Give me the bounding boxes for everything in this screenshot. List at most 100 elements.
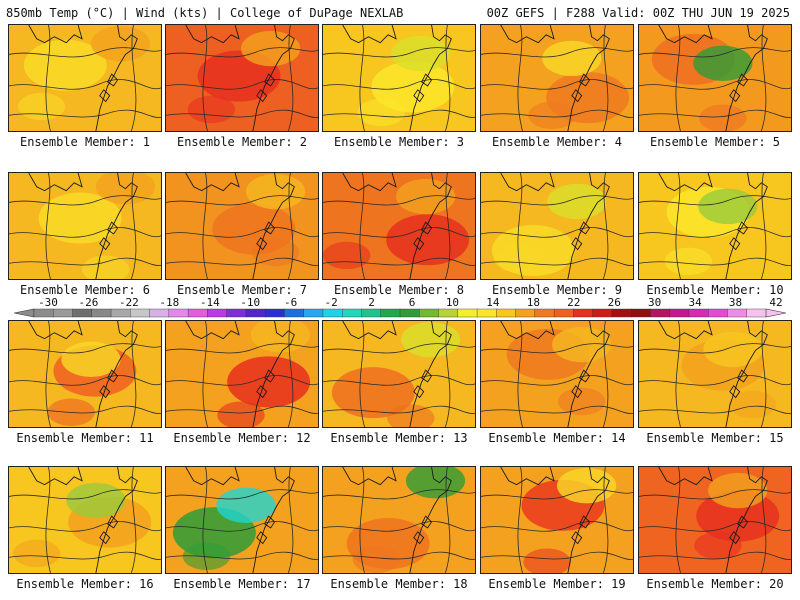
colorbar-segment <box>438 308 459 318</box>
coastline <box>256 73 276 103</box>
height-contour <box>131 25 137 131</box>
height-contour <box>323 343 475 354</box>
temperature-blob <box>357 98 405 127</box>
height-contour <box>481 47 633 58</box>
ensemble-panel <box>322 466 476 574</box>
temperature-field-map <box>323 25 475 131</box>
coastline <box>99 73 119 103</box>
coastline <box>500 173 555 192</box>
height-contour <box>481 551 633 560</box>
height-contour <box>639 47 791 58</box>
temperature-blob <box>250 321 311 353</box>
height-contour <box>359 173 365 279</box>
temperature-blob <box>557 387 606 416</box>
coastline <box>99 221 119 251</box>
coastline <box>729 369 749 399</box>
colorbar-tick-label: 10 <box>446 296 459 309</box>
colorbar-segment <box>53 308 74 318</box>
height-contour <box>639 375 791 386</box>
colorbar-segment <box>727 308 748 318</box>
temperature-blob <box>23 39 107 91</box>
temperature-field-map <box>323 467 475 573</box>
temperature-blob <box>547 183 607 220</box>
temperature-blob <box>216 487 276 523</box>
ensemble-panel <box>322 172 476 280</box>
temperature-field-map <box>481 25 633 131</box>
height-contour <box>9 257 161 266</box>
temperature-blob <box>386 214 470 266</box>
height-contour <box>481 109 633 118</box>
height-contour <box>639 109 791 118</box>
height-contour <box>288 25 294 131</box>
temperature-blob <box>352 545 400 573</box>
coastline <box>409 25 452 131</box>
height-contour <box>761 467 767 573</box>
colorbar-tick-label: 6 <box>409 296 416 309</box>
height-contour <box>45 321 51 427</box>
coastline <box>252 25 295 131</box>
colorbar-segment <box>534 308 555 318</box>
coastline <box>409 321 452 427</box>
colorbar-segment <box>419 308 440 318</box>
colorbar-segment <box>284 308 305 318</box>
coastline <box>256 515 276 545</box>
height-contour <box>323 79 475 90</box>
height-contour <box>481 227 633 238</box>
height-contour <box>639 343 791 354</box>
coastline <box>28 467 83 486</box>
height-contour <box>202 173 208 279</box>
height-contour <box>323 375 475 386</box>
height-contour <box>166 405 318 414</box>
height-contour <box>202 321 208 427</box>
height-contour <box>517 321 523 427</box>
height-contour <box>639 79 791 90</box>
height-contour <box>45 173 51 279</box>
colorbar-segment <box>380 308 401 318</box>
colorbar-segment <box>245 308 266 318</box>
coastline <box>95 467 138 573</box>
colorbar-segment <box>110 308 131 318</box>
colorbar-segment <box>515 308 536 318</box>
height-contour <box>603 25 609 131</box>
coastline <box>28 321 83 340</box>
colorbar-tick-label: 34 <box>688 296 702 309</box>
colorbar-segment <box>708 308 728 318</box>
coastline <box>729 221 749 251</box>
ensemble-member-caption: Ensemble Member: 9 <box>491 283 623 297</box>
height-contour <box>9 47 161 58</box>
temperature-blob <box>664 247 713 276</box>
height-contour <box>761 25 767 131</box>
height-contour <box>675 467 681 573</box>
colorbar-segment <box>476 308 497 318</box>
coastline <box>95 173 138 279</box>
height-contour <box>9 375 161 386</box>
coastline <box>658 25 713 44</box>
height-contour <box>603 321 609 427</box>
coastline <box>185 25 240 44</box>
temperature-blob <box>217 401 265 427</box>
height-contour <box>359 467 365 573</box>
coastline <box>252 467 295 573</box>
colorbar-tick-label: 14 <box>486 296 500 309</box>
colorbar-min-arrow <box>13 308 35 318</box>
height-contour <box>639 551 791 560</box>
ensemble-member-caption: Ensemble Member: 1 <box>19 135 151 149</box>
coastline <box>500 321 555 340</box>
ensemble-panel <box>165 466 319 574</box>
ensemble-member-caption: Ensemble Member: 6 <box>19 283 151 297</box>
ensemble-member-caption: Ensemble Member: 17 <box>173 577 311 591</box>
coastline <box>28 25 83 44</box>
coastline <box>28 173 83 192</box>
coastline <box>567 173 610 279</box>
height-contour <box>445 25 451 131</box>
temperature-blob <box>182 542 231 571</box>
height-contour <box>481 79 633 90</box>
colorbar-segment <box>688 308 709 318</box>
height-contour <box>288 173 294 279</box>
height-contour <box>323 405 475 414</box>
temperature-field-map <box>639 25 791 131</box>
height-contour <box>323 227 475 238</box>
height-contour <box>481 405 633 414</box>
colorbar-segment <box>669 308 690 318</box>
colorbar-segment <box>746 308 767 318</box>
